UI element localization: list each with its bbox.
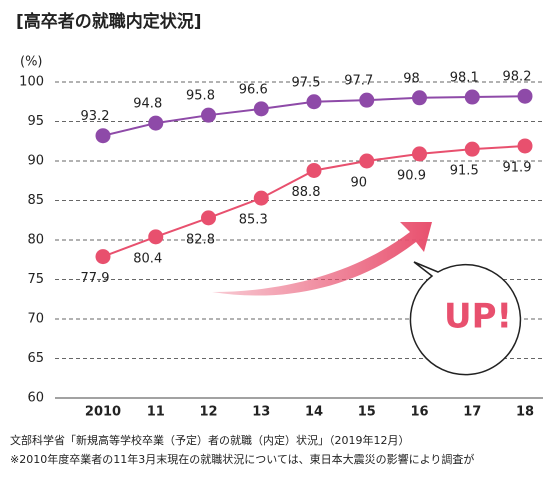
data-label: 85.3 — [239, 213, 268, 228]
x-tick-label: 15 — [358, 405, 376, 420]
x-tick-label: 12 — [199, 405, 217, 420]
data-point — [359, 154, 374, 169]
data-label: 98.1 — [450, 71, 479, 86]
data-point — [148, 229, 163, 244]
y-tick-label: 60 — [27, 391, 44, 406]
data-point — [96, 128, 111, 143]
y-tick-label: 100 — [19, 75, 44, 90]
y-tick-label: 95 — [27, 114, 44, 129]
data-label: 80.4 — [133, 251, 162, 266]
x-tick-label: 17 — [463, 405, 481, 420]
data-label: 90.9 — [397, 168, 426, 183]
y-tick-label: 85 — [27, 193, 44, 208]
data-point — [465, 90, 480, 105]
y-tick-label: 75 — [27, 272, 44, 287]
data-point — [254, 191, 269, 206]
data-label: 96.6 — [239, 82, 268, 97]
up-arrow — [212, 222, 432, 296]
data-point — [96, 249, 111, 264]
data-label: 95.8 — [186, 89, 215, 104]
data-point — [412, 146, 427, 161]
data-label: 97.5 — [292, 75, 321, 90]
chart: [高卒者の就職内定状況] (%) UP! 文部科学省「新規高等学校卒業（予定）者… — [0, 0, 543, 477]
data-label: 82.8 — [186, 232, 215, 247]
x-tick-label: 13 — [252, 405, 270, 420]
y-axis-label: (%) — [20, 55, 43, 70]
data-point — [359, 93, 374, 108]
data-label: 90 — [350, 176, 367, 191]
y-tick-label: 65 — [27, 351, 44, 366]
x-tick-label: 14 — [305, 405, 323, 420]
data-label: 98.2 — [503, 70, 532, 85]
data-point — [465, 142, 480, 157]
annotation: UP! — [444, 297, 512, 337]
data-point — [518, 138, 533, 153]
y-tick-label: 70 — [27, 312, 44, 327]
source-note: 文部科学省「新規高等学校卒業（予定）者の就職（内定）状況」（2019年12月） — [10, 433, 410, 447]
data-point — [307, 163, 322, 178]
data-label: 77.9 — [81, 271, 110, 286]
data-point — [412, 90, 427, 105]
data-point — [254, 101, 269, 116]
data-point — [201, 108, 216, 123]
y-tick-label: 80 — [27, 233, 44, 248]
data-point — [148, 116, 163, 131]
chart-title: [高卒者の就職内定状況] — [16, 11, 202, 32]
data-label: 94.8 — [133, 97, 162, 112]
data-point — [307, 94, 322, 109]
data-label: 93.2 — [81, 109, 110, 124]
y-tick-label: 90 — [27, 154, 44, 169]
data-label: 91.9 — [503, 160, 532, 175]
data-point — [201, 210, 216, 225]
x-tick-label: 2010 — [85, 405, 121, 420]
x-tick-label: 16 — [410, 405, 428, 420]
data-point — [518, 89, 533, 104]
data-label: 91.5 — [450, 164, 479, 179]
footnote: ※2010年度卒業者の11年3月末現在の就職状況については、東日本大震災の影響に… — [10, 452, 474, 466]
data-label: 97.7 — [344, 74, 373, 89]
x-tick-label: 18 — [516, 405, 534, 420]
data-label: 98 — [403, 71, 420, 86]
data-label: 88.8 — [292, 185, 321, 200]
x-tick-label: 11 — [147, 405, 165, 420]
